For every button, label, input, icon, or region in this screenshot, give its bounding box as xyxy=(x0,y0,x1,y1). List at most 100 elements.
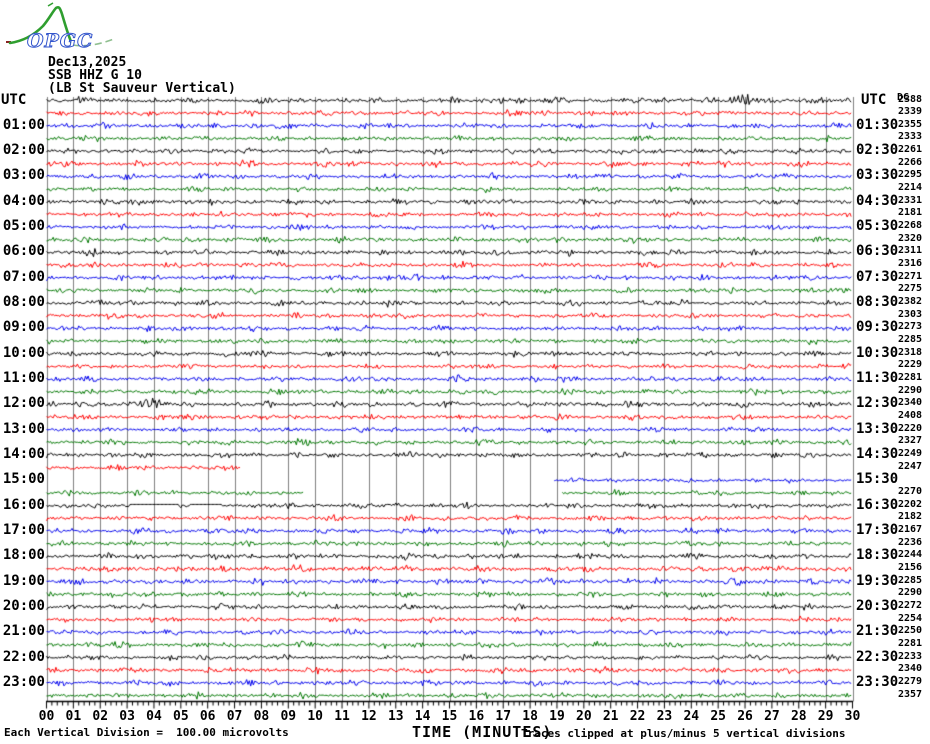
logo-peak-curve xyxy=(8,5,74,46)
x-tick-label: 23 xyxy=(656,709,673,724)
dc-offset-value: 2156 xyxy=(898,561,923,573)
right-time-label: 15:30 xyxy=(856,471,899,488)
dc-offset-value: 2340 xyxy=(898,663,923,675)
left-time-label: 23:00 xyxy=(2,673,45,690)
x-tick-label: 20 xyxy=(576,709,592,724)
left-time-label: 10:00 xyxy=(2,344,45,361)
x-tick-label: 07 xyxy=(226,709,243,724)
right-time-label: 20:30 xyxy=(856,597,899,614)
left-time-label: 15:00 xyxy=(2,471,45,488)
dc-offset-value: 2250 xyxy=(898,625,923,637)
left-time-label: 06:00 xyxy=(2,243,45,260)
dc-column-header: DC xyxy=(897,92,910,103)
dc-offset-value: 2327 xyxy=(898,435,923,447)
x-tick-label: 03 xyxy=(119,709,135,724)
left-time-label: 01:00 xyxy=(2,116,45,133)
x-tick-label: 30 xyxy=(844,709,861,724)
dc-offset-value: 2244 xyxy=(898,549,923,561)
dc-offset-value: 2340 xyxy=(898,397,923,409)
dc-offset-value: 2268 xyxy=(898,220,923,232)
x-tick-label: 05 xyxy=(173,709,189,724)
title-description: (LB St Sauveur Vertical) xyxy=(48,81,236,96)
dc-offset-value: 2382 xyxy=(898,296,923,308)
x-tick-label: 02 xyxy=(92,709,109,724)
title-date: Dec13,2025 xyxy=(48,55,127,70)
right-time-label: 01:30 xyxy=(856,116,899,133)
x-tick-label: 10 xyxy=(307,709,323,724)
x-tick-label: 21 xyxy=(602,709,619,724)
opgc-logo: OPGC xyxy=(6,2,115,50)
x-tick-label: 17 xyxy=(495,709,512,724)
x-tick-label: 19 xyxy=(549,709,565,724)
dc-offset-value: 2290 xyxy=(898,587,923,599)
right-time-label: 04:30 xyxy=(856,192,899,209)
dc-offset-value: 2236 xyxy=(898,536,923,548)
left-time-label: 04:00 xyxy=(2,192,45,209)
dc-offset-value: 2214 xyxy=(898,182,923,194)
dc-offset-value: 2311 xyxy=(898,245,923,257)
dc-offset-value: 2271 xyxy=(898,270,923,282)
right-time-label: 23:30 xyxy=(856,673,899,690)
clip-note: Traces clipped at plus/minus 5 vertical … xyxy=(521,727,846,740)
x-tick-label: 09 xyxy=(280,709,297,724)
dc-offset-value: 2303 xyxy=(898,308,923,320)
x-tick-label: 14 xyxy=(414,709,431,724)
x-tick-label: 00 xyxy=(38,709,55,724)
x-tick-label: 04 xyxy=(146,709,162,724)
dc-offset-value: 2339 xyxy=(898,106,923,118)
left-time-label: 13:00 xyxy=(2,420,45,437)
dc-offset-value: 2388 xyxy=(898,93,923,105)
right-time-label: 17:30 xyxy=(856,521,899,538)
x-tick-label: 18 xyxy=(522,709,538,724)
dc-offset-value: 2266 xyxy=(898,156,923,168)
dc-offset-value: 2261 xyxy=(898,144,923,156)
x-tick-label: 06 xyxy=(199,709,216,724)
x-tick-label: 29 xyxy=(817,709,834,724)
dc-offset-value: 2167 xyxy=(898,523,923,535)
dc-offset-value: 2318 xyxy=(898,346,923,358)
dc-offset-value: 2285 xyxy=(898,334,923,346)
x-tick-label: 25 xyxy=(710,709,726,724)
logo-text: OPGC xyxy=(27,30,93,50)
left-time-label: 07:00 xyxy=(2,268,45,285)
x-tick-label: 24 xyxy=(683,709,700,724)
dc-offset-value: 2290 xyxy=(898,384,923,396)
left-time-label: 17:00 xyxy=(2,521,45,538)
dc-offset-value: 2220 xyxy=(898,422,923,434)
right-time-label: 06:30 xyxy=(856,243,899,260)
dc-offset-value: 2270 xyxy=(898,485,923,497)
utc-header-right: UTC xyxy=(861,92,887,108)
left-time-label: 22:00 xyxy=(2,648,45,665)
x-tick-label: 27 xyxy=(764,709,780,724)
dc-offset-value: 2254 xyxy=(898,612,923,624)
x-tick-label: 22 xyxy=(629,709,646,724)
dc-offset-value: 2272 xyxy=(898,599,923,611)
vertical-division-note: Each Vertical Division = 100.00 microvol… xyxy=(4,726,289,739)
dc-offset-value: 2182 xyxy=(898,511,923,523)
left-time-label: 09:00 xyxy=(2,319,45,336)
x-tick-label: 15 xyxy=(441,709,458,724)
right-time-label: 19:30 xyxy=(856,572,899,589)
dc-offset-value: 2355 xyxy=(898,118,923,130)
dc-offset-value: 2275 xyxy=(898,283,923,295)
right-time-label: 03:30 xyxy=(856,167,899,184)
right-time-label: 21:30 xyxy=(856,623,899,640)
dc-offset-value: 2333 xyxy=(898,131,923,143)
right-time-label: 05:30 xyxy=(856,218,899,235)
left-time-label: 21:00 xyxy=(2,623,45,640)
left-time-label: 19:00 xyxy=(2,572,45,589)
left-time-label: 02:00 xyxy=(2,142,45,159)
right-time-label: 08:30 xyxy=(856,294,899,311)
right-time-label: 07:30 xyxy=(856,268,899,285)
dc-offset-value: 2233 xyxy=(898,650,923,662)
right-time-label: 11:30 xyxy=(856,370,899,387)
dc-offset-value: 2281 xyxy=(898,637,923,649)
dc-offset-value: 2408 xyxy=(898,410,923,421)
right-time-label: 22:30 xyxy=(856,648,899,665)
dc-offset-value: 2357 xyxy=(898,688,923,700)
dc-offset-value: 2295 xyxy=(898,169,923,181)
x-tick-label: 01 xyxy=(65,709,82,724)
dc-offset-value: 2273 xyxy=(898,321,923,333)
